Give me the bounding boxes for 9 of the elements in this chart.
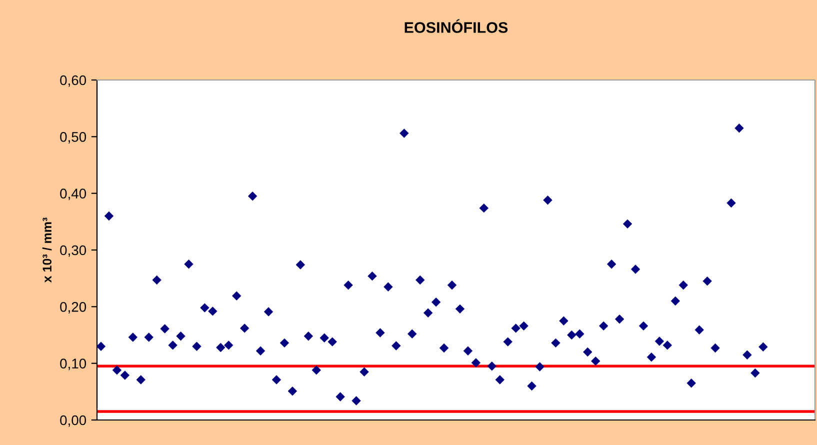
y-tick-label: 0,60	[60, 75, 86, 87]
y-tick-label: 0,40	[60, 188, 86, 200]
chart-title: EOSINÓFILOS	[404, 19, 508, 33]
y-tick-label: 0,30	[60, 245, 86, 257]
y-tick-label: 0,10	[60, 358, 86, 370]
y-tick-label: 0,50	[60, 132, 86, 144]
y-tick-label: 0,00	[60, 415, 86, 427]
y-axis-title: x 10³ / mm³	[42, 218, 52, 283]
y-tick-label: 0,20	[60, 302, 86, 314]
